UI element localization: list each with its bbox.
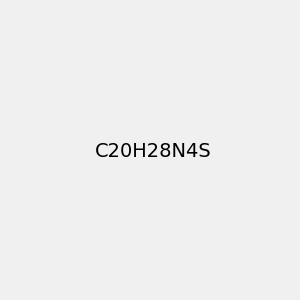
Text: C20H28N4S: C20H28N4S — [95, 142, 212, 161]
